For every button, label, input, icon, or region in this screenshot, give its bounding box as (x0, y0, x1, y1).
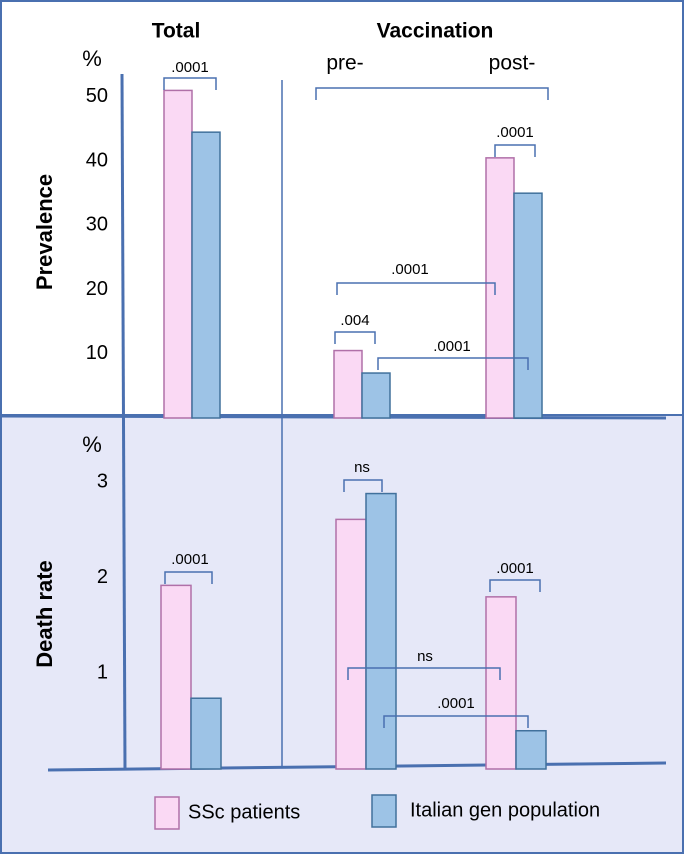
bar (365, 492, 397, 770)
bracket (163, 77, 217, 90)
y-axis-title: Prevalence (32, 174, 57, 290)
y-tick-label: 30 (86, 214, 108, 236)
bar (335, 518, 367, 770)
y-tick-label: 40 (86, 149, 108, 171)
bar (190, 697, 222, 770)
y-tick-label: 2 (97, 566, 108, 588)
y-tick-label: 20 (86, 278, 108, 300)
bracket (494, 144, 536, 157)
bar (513, 192, 543, 419)
bar (361, 372, 391, 419)
bar (485, 596, 517, 770)
annotation: .0001 (496, 560, 534, 577)
annotation: ns (354, 459, 370, 476)
annotation: .0001 (437, 695, 475, 712)
top-panel (0, 0, 684, 416)
bar (515, 729, 547, 770)
bar (333, 349, 363, 419)
y-axis-title: Death rate (32, 560, 57, 668)
y-tick-label: 50 (86, 85, 108, 107)
x-axis (0, 414, 667, 420)
y-tick-label: 1 (97, 662, 108, 684)
bracket (489, 579, 541, 592)
annotation: .004 (340, 312, 369, 329)
bar (191, 131, 221, 419)
legend-label: Italian gen population (410, 799, 600, 821)
legend-swatch (371, 794, 397, 828)
annotation: ns (417, 648, 433, 665)
column-header: Total (152, 20, 201, 43)
annotation: .0001 (433, 338, 471, 355)
column-header: pre- (326, 52, 363, 75)
bar (485, 157, 515, 419)
bracket (383, 715, 529, 728)
bracket (334, 331, 376, 344)
y-tick-label: 3 (97, 470, 108, 492)
bracket (164, 571, 213, 584)
column-header: post- (489, 52, 536, 75)
legend-swatch (154, 796, 180, 830)
y-unit: % (82, 432, 102, 457)
bracket (336, 282, 496, 295)
bracket (347, 667, 501, 680)
annotation: .0001 (171, 551, 209, 568)
bar (163, 89, 193, 419)
y-tick-label: 10 (86, 342, 108, 364)
bracket (315, 87, 549, 100)
y-unit: % (82, 46, 102, 71)
legend-label: SSc patients (188, 801, 300, 823)
annotation: .0001 (391, 261, 429, 278)
annotation: .0001 (171, 59, 209, 76)
bracket (377, 357, 529, 370)
y-axis (120, 73, 127, 771)
bar (160, 584, 192, 770)
column-header: Vaccination (377, 20, 494, 43)
annotation: .0001 (496, 124, 534, 141)
bracket (343, 479, 383, 492)
